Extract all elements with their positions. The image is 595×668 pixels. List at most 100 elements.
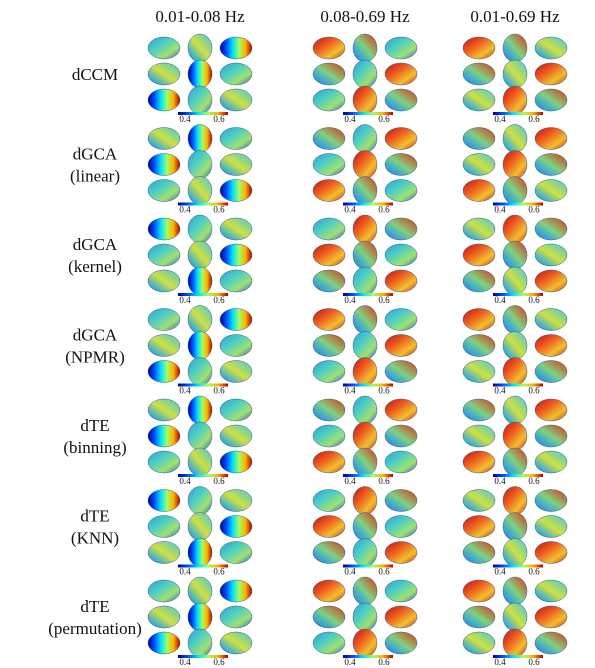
brain-view bbox=[463, 632, 495, 654]
brain-view bbox=[503, 267, 527, 295]
brain-view bbox=[313, 270, 345, 292]
brain-view bbox=[535, 335, 567, 357]
brain-view bbox=[353, 396, 377, 424]
brain-view bbox=[148, 218, 180, 240]
brain-view bbox=[353, 267, 377, 295]
brain-view bbox=[535, 542, 567, 564]
brain-view bbox=[353, 125, 377, 153]
brain-view bbox=[385, 335, 417, 357]
brain-view bbox=[463, 37, 495, 59]
brain-view bbox=[535, 37, 567, 59]
brain-view bbox=[385, 270, 417, 292]
colorbar-tick: 0.4 bbox=[494, 205, 506, 215]
row-label: (kernel) bbox=[68, 257, 122, 276]
brain-view bbox=[503, 448, 527, 476]
brain-view bbox=[385, 399, 417, 421]
brain-view bbox=[188, 332, 212, 360]
brain-view bbox=[313, 516, 345, 538]
colorbar-tick: 0.6 bbox=[213, 476, 225, 486]
brain-view bbox=[188, 396, 212, 424]
row-label: (permutation) bbox=[48, 619, 141, 638]
colorbar-tick: 0.4 bbox=[179, 295, 191, 305]
brain-view bbox=[463, 490, 495, 512]
brain-view bbox=[220, 632, 252, 654]
row-label: dCCM bbox=[72, 65, 118, 84]
brain-view bbox=[353, 603, 377, 631]
brain-view bbox=[148, 37, 180, 59]
brain-view bbox=[148, 542, 180, 564]
brain-view bbox=[313, 606, 345, 628]
colorbar-tick: 0.4 bbox=[494, 386, 506, 396]
brain-view bbox=[148, 309, 180, 331]
colorbar-tick: 0.4 bbox=[179, 657, 191, 667]
brain-view bbox=[385, 154, 417, 176]
brain-view bbox=[313, 244, 345, 266]
brain-view bbox=[353, 629, 377, 657]
brain-view bbox=[535, 180, 567, 202]
brain-view bbox=[463, 451, 495, 473]
brain-view bbox=[220, 154, 252, 176]
brain-view bbox=[463, 89, 495, 111]
brain-view bbox=[188, 539, 212, 567]
colorbar-tick: 0.4 bbox=[179, 114, 191, 124]
brain-view bbox=[503, 151, 527, 179]
brain-view bbox=[313, 451, 345, 473]
colorbar-tick: 0.4 bbox=[344, 114, 356, 124]
brain-view bbox=[353, 577, 377, 605]
brain-view bbox=[535, 218, 567, 240]
brain-view bbox=[385, 516, 417, 538]
brain-view bbox=[535, 606, 567, 628]
brain-view bbox=[353, 60, 377, 88]
brain-view bbox=[503, 629, 527, 657]
brain-view bbox=[220, 270, 252, 292]
row-label: (binning) bbox=[63, 438, 126, 457]
brain-view bbox=[463, 244, 495, 266]
brain-view bbox=[535, 270, 567, 292]
brain-view bbox=[188, 267, 212, 295]
colorbar-tick: 0.4 bbox=[344, 657, 356, 667]
brain-view bbox=[353, 422, 377, 450]
brain-view bbox=[220, 63, 252, 85]
brain-view bbox=[503, 539, 527, 567]
brain-view bbox=[148, 180, 180, 202]
brain-view bbox=[503, 60, 527, 88]
colorbar-tick: 0.6 bbox=[528, 386, 540, 396]
colorbar-tick: 0.6 bbox=[378, 205, 390, 215]
brain-view bbox=[353, 358, 377, 386]
brain-view bbox=[385, 128, 417, 150]
colorbar-tick: 0.6 bbox=[213, 386, 225, 396]
brain-view bbox=[313, 542, 345, 564]
brain-view bbox=[535, 128, 567, 150]
brain-view bbox=[188, 34, 212, 62]
brain-view bbox=[353, 177, 377, 205]
brain-view bbox=[148, 632, 180, 654]
brain-view bbox=[148, 154, 180, 176]
brain-view bbox=[220, 425, 252, 447]
brain-view bbox=[220, 218, 252, 240]
brain-view bbox=[535, 361, 567, 383]
brain-view bbox=[148, 580, 180, 602]
brain-view bbox=[188, 86, 212, 114]
brain-view bbox=[463, 309, 495, 331]
brain-view bbox=[463, 425, 495, 447]
brain-view bbox=[535, 490, 567, 512]
brain-view bbox=[353, 306, 377, 334]
brain-view bbox=[503, 603, 527, 631]
brain-view bbox=[385, 580, 417, 602]
brain-view bbox=[188, 422, 212, 450]
brain-view bbox=[535, 516, 567, 538]
brain-view bbox=[385, 542, 417, 564]
colorbar-tick: 0.4 bbox=[179, 205, 191, 215]
brain-view bbox=[313, 128, 345, 150]
brain-view bbox=[220, 606, 252, 628]
brain-view bbox=[385, 63, 417, 85]
brain-view bbox=[148, 89, 180, 111]
brain-view bbox=[313, 218, 345, 240]
brain-view bbox=[503, 332, 527, 360]
brain-view bbox=[313, 63, 345, 85]
brain-view bbox=[463, 63, 495, 85]
brain-view bbox=[313, 361, 345, 383]
brain-view bbox=[463, 361, 495, 383]
brain-view bbox=[220, 516, 252, 538]
